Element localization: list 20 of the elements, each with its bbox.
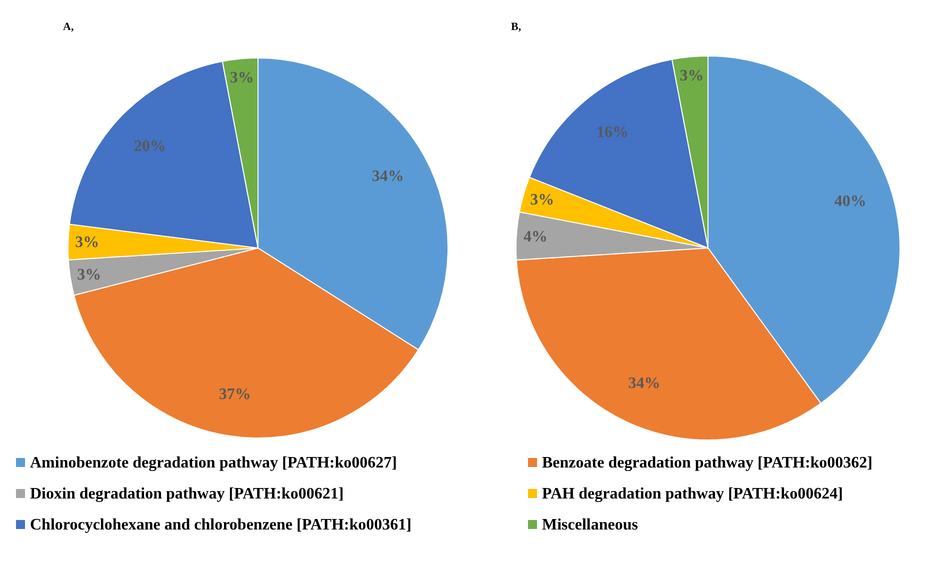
legend-label: Benzoate degradation pathway [PATH:ko00362] bbox=[542, 454, 873, 472]
data-label: 4% bbox=[524, 228, 548, 246]
data-label: 34% bbox=[372, 168, 404, 186]
legend-label: Aminobenzote degradation pathway [PATH:ko00627] bbox=[30, 454, 397, 472]
chart-title: A, bbox=[63, 21, 74, 33]
data-label: 40% bbox=[834, 193, 866, 210]
legend-label: PAH degradation pathway [PATH:ko00624] bbox=[542, 486, 843, 502]
legend-label: Miscellaneous bbox=[542, 516, 638, 534]
data-label: 3% bbox=[77, 266, 102, 284]
chart-title: B, bbox=[511, 21, 522, 33]
data-label: 3% bbox=[75, 234, 100, 252]
data-label: 37% bbox=[218, 386, 251, 403]
legend-label: Dioxin degradation pathway [PATH:ko00621] bbox=[30, 486, 344, 502]
data-label: 16% bbox=[596, 124, 629, 142]
legend-label: Chlorocyclohexane and chlorobenzene [PATH:ko00361] bbox=[30, 516, 412, 534]
data-label: 20% bbox=[134, 138, 166, 156]
data-label: 3% bbox=[230, 69, 254, 86]
data-label: 3% bbox=[530, 191, 554, 208]
data-label: 34% bbox=[628, 375, 660, 392]
data-label: 3% bbox=[680, 67, 704, 84]
